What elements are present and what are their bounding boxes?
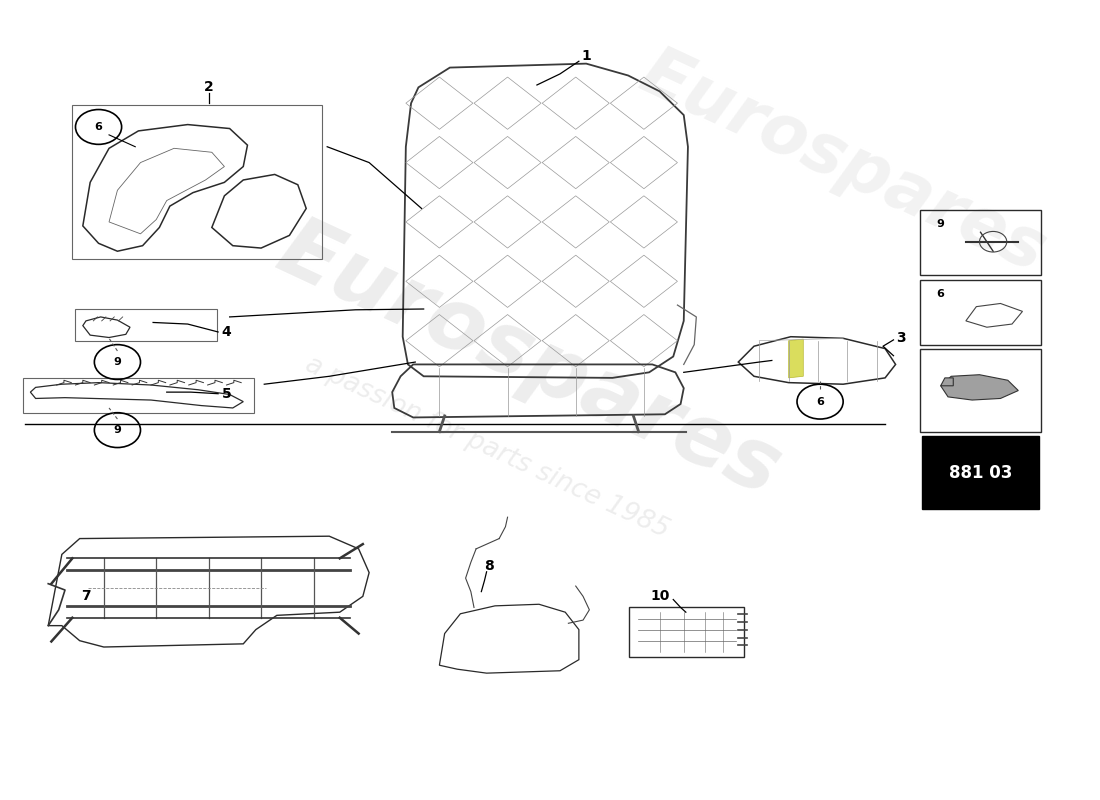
Text: 3: 3 — [896, 331, 905, 346]
Text: 7: 7 — [81, 590, 91, 603]
Text: 8: 8 — [484, 559, 494, 574]
Text: 1: 1 — [581, 49, 591, 62]
Text: 2: 2 — [204, 80, 213, 94]
Text: 9: 9 — [113, 357, 121, 367]
Text: 4: 4 — [221, 325, 231, 339]
Polygon shape — [940, 378, 954, 386]
Polygon shape — [940, 374, 1019, 400]
Polygon shape — [789, 339, 803, 378]
FancyBboxPatch shape — [922, 437, 1040, 510]
Text: a passion for parts since 1985: a passion for parts since 1985 — [300, 351, 672, 543]
Text: 881 03: 881 03 — [949, 464, 1012, 482]
Text: 6: 6 — [816, 397, 824, 406]
Text: 10: 10 — [650, 590, 669, 603]
Text: 6: 6 — [936, 289, 945, 299]
Text: Eurospares: Eurospares — [264, 208, 793, 514]
Text: 6: 6 — [95, 122, 102, 132]
Text: Eurospares: Eurospares — [629, 39, 1057, 286]
Text: 5: 5 — [221, 386, 231, 401]
Text: 9: 9 — [936, 219, 945, 230]
Text: 9: 9 — [113, 425, 121, 435]
